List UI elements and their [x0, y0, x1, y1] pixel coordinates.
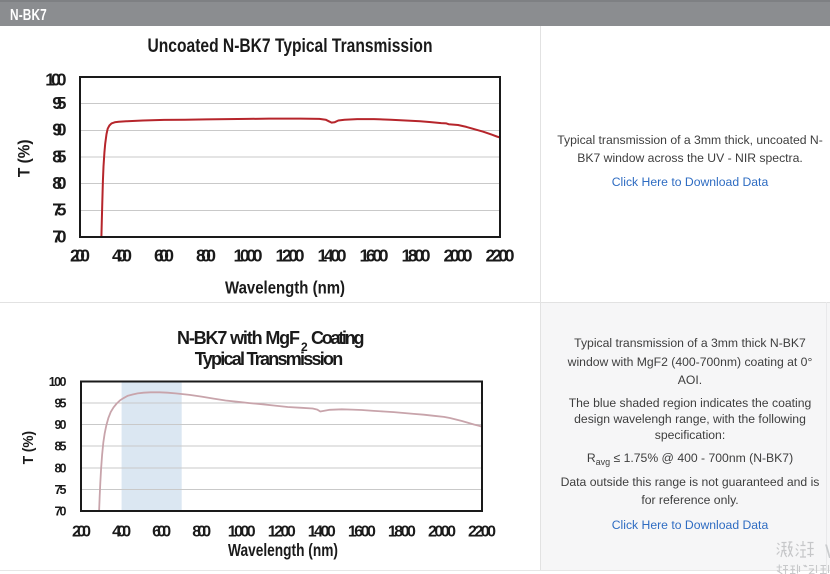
svg-text:W: W [825, 541, 830, 563]
svg-text:Typical Transmission: Typical Transmission [195, 349, 343, 369]
svg-text:80: 80 [52, 173, 66, 193]
svg-text:1600: 1600 [360, 246, 389, 266]
svg-text:200: 200 [70, 246, 90, 266]
svg-text:2: 2 [301, 340, 308, 354]
svg-text:Coating: Coating [311, 328, 365, 348]
svg-text:N-BK7 with MgF: N-BK7 with MgF [177, 328, 300, 348]
svg-text:Uncoated N-BK7 Typical Transmi: Uncoated N-BK7 Typical Transmission [148, 36, 433, 57]
svg-text:85: 85 [52, 146, 66, 166]
svg-text:2000: 2000 [428, 524, 456, 541]
svg-text:600: 600 [152, 524, 171, 541]
svg-text:1400: 1400 [308, 524, 336, 541]
svg-text:95: 95 [52, 93, 66, 113]
svg-text:Wavelength (nm): Wavelength (nm) [225, 278, 345, 298]
svg-text:1600: 1600 [348, 524, 376, 541]
svg-text:70: 70 [55, 505, 67, 519]
svg-text:90: 90 [52, 120, 66, 140]
svg-text:70: 70 [52, 226, 66, 246]
svg-text:2200: 2200 [468, 524, 496, 541]
svg-text:1200: 1200 [268, 524, 296, 541]
svg-text:85: 85 [55, 440, 67, 454]
svg-text:100: 100 [45, 70, 67, 90]
svg-text:T (%): T (%) [20, 431, 37, 464]
svg-text:800: 800 [192, 524, 211, 541]
svg-text:75: 75 [55, 483, 67, 497]
svg-text:800: 800 [196, 246, 216, 266]
svg-text:1400: 1400 [318, 246, 347, 266]
svg-text:400: 400 [112, 524, 131, 541]
svg-text:2200: 2200 [486, 246, 515, 266]
svg-text:Wavelength (nm): Wavelength (nm) [228, 540, 338, 560]
svg-text:80: 80 [55, 462, 67, 476]
svg-text:200: 200 [72, 524, 91, 541]
svg-text:95: 95 [55, 397, 67, 411]
svg-text:1000: 1000 [234, 246, 263, 266]
svg-text:1800: 1800 [402, 246, 431, 266]
svg-text:100: 100 [49, 375, 67, 389]
svg-text:90: 90 [55, 418, 67, 432]
svg-text:400: 400 [112, 246, 132, 266]
svg-text:75: 75 [52, 200, 66, 220]
svg-text:2000: 2000 [444, 246, 473, 266]
svg-text:T (%): T (%) [16, 140, 34, 178]
svg-text:1800: 1800 [388, 524, 416, 541]
svg-text:1200: 1200 [276, 246, 305, 266]
svg-text:600: 600 [154, 246, 174, 266]
svg-text:1000: 1000 [228, 524, 256, 541]
